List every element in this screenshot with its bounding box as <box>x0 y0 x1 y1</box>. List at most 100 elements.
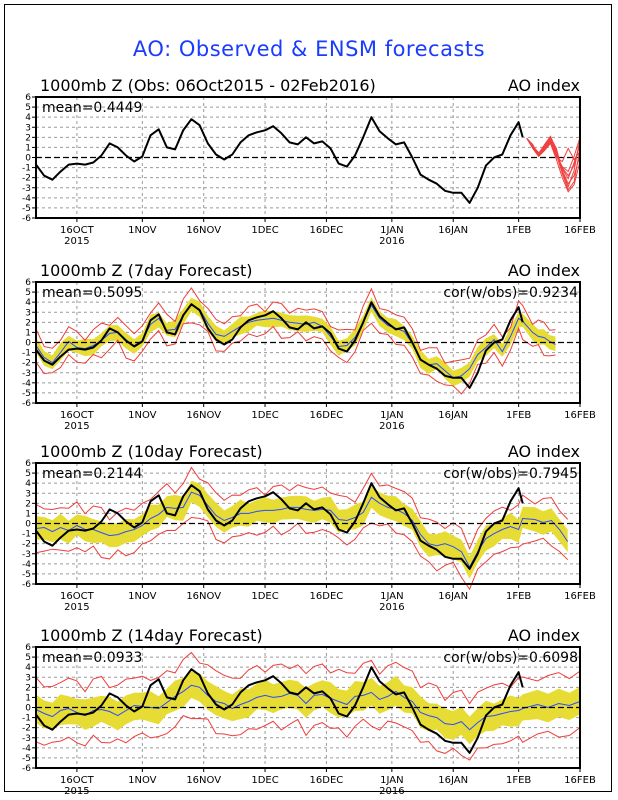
y-tick-label: 5 <box>25 469 31 479</box>
chart-panel-1: 1000mb Z (Obs: 06Oct2015 - 02Feb2016) AO … <box>22 76 596 247</box>
mean-stat: mean=0.5095 <box>42 285 142 301</box>
panel-right-title: AO index <box>508 442 580 461</box>
plot-frame <box>35 646 581 769</box>
member-forecast-line <box>526 138 581 193</box>
mean-stat: mean=0.4449 <box>42 100 142 116</box>
figure-title: AO: Observed & ENSM forecasts <box>132 37 486 61</box>
y-tick-label: 2 <box>25 318 31 328</box>
x-tick-label: 16NOV <box>186 775 221 786</box>
envelope-lower-line <box>35 516 569 591</box>
x-tick-label: 16NOV <box>186 225 221 236</box>
y-tick-label: 0 <box>25 520 31 530</box>
mean-stat: mean=0.0933 <box>42 650 142 666</box>
y-tick-label: 5 <box>25 103 31 113</box>
x-tick-label: 16FEB <box>564 591 596 602</box>
y-tick-label: 5 <box>25 288 31 298</box>
envelope-lower-line <box>35 322 556 395</box>
y-tick-label: 2 <box>25 133 31 143</box>
x-tick-label: 1JAN <box>380 591 403 602</box>
y-tick-label: -3 <box>22 550 31 560</box>
y-tick-label: 3 <box>25 308 31 318</box>
x-tick-label: 16OCT <box>60 591 95 602</box>
y-tick-label: 2 <box>25 499 31 509</box>
x-tick-label: 1NOV <box>128 410 157 421</box>
chart-panel-4: 1000mb Z (14day Forecast) AO index-6-5-4-… <box>22 626 596 797</box>
observed-line <box>35 116 524 204</box>
x-tick-year-label: 2015 <box>64 421 89 432</box>
ensemble-spread-band <box>36 297 556 387</box>
x-tick-year-label: 2015 <box>64 786 89 797</box>
y-tick-label: -4 <box>22 560 31 570</box>
y-tick-label: -3 <box>22 734 31 744</box>
y-tick-label: -3 <box>22 369 31 379</box>
x-tick-label: 16JAN <box>438 775 468 786</box>
y-tick-label: -6 <box>22 764 31 774</box>
ensemble-mean-line <box>35 684 581 731</box>
envelope-upper-line <box>35 651 581 705</box>
y-tick-label: 4 <box>25 113 31 123</box>
x-tick-year-label: 2015 <box>64 602 89 613</box>
member-forecast-line <box>526 135 581 189</box>
y-tick-label: -1 <box>22 164 31 174</box>
panel-right-title: AO index <box>508 626 580 645</box>
x-tick-label: 16NOV <box>186 591 221 602</box>
y-tick-label: 1 <box>25 328 31 338</box>
x-tick-label: 16FEB <box>564 410 596 421</box>
chart-panel-2: 1000mb Z (7day Forecast) AO index -6-5-4-3… <box>22 261 596 432</box>
x-tick-label: 1JAN <box>380 410 403 421</box>
y-tick-label: 3 <box>25 489 31 499</box>
x-tick-label: 16NOV <box>186 410 221 421</box>
x-tick-label: 1FEB <box>506 410 531 421</box>
plot-frame <box>35 281 581 404</box>
y-tick-label: -2 <box>22 174 31 184</box>
x-tick-label: 16FEB <box>564 225 596 236</box>
x-tick-label: 16OCT <box>60 225 95 236</box>
observed-line <box>35 301 524 389</box>
member-forecast-line <box>526 138 581 163</box>
x-tick-label: 16DEC <box>310 225 344 236</box>
x-tick-year-label: 2016 <box>379 421 404 432</box>
panel-right-title: AO index <box>508 76 580 95</box>
y-tick-label: 0 <box>25 339 31 349</box>
y-tick-label: 0 <box>25 154 31 164</box>
x-tick-year-label: 2015 <box>64 236 89 247</box>
y-tick-label: -6 <box>22 580 31 590</box>
y-tick-label: -6 <box>22 214 31 224</box>
y-tick-label: 4 <box>25 663 31 673</box>
x-tick-label: 16OCT <box>60 410 95 421</box>
y-tick-label: 6 <box>25 643 31 653</box>
y-tick-label: 1 <box>25 509 31 519</box>
y-tick-label: -4 <box>22 194 31 204</box>
observed-line <box>35 666 524 754</box>
x-tick-label: 16JAN <box>438 225 468 236</box>
mean-stat: mean=0.2144 <box>42 466 143 482</box>
y-tick-label: 6 <box>25 93 31 103</box>
x-tick-label: 1DEC <box>251 591 278 602</box>
x-tick-label: 1NOV <box>128 775 157 786</box>
y-tick-label: 6 <box>25 278 31 288</box>
envelope-upper-line <box>35 287 556 364</box>
y-tick-label: -3 <box>22 184 31 194</box>
y-tick-label: 5 <box>25 653 31 663</box>
x-tick-label: 16DEC <box>310 410 344 421</box>
y-tick-label: 2 <box>25 683 31 693</box>
panel-title: 1000mb Z (7day Forecast) <box>40 261 252 280</box>
figure-frame <box>4 4 612 792</box>
y-tick-label: 4 <box>25 479 31 489</box>
x-tick-label: 16OCT <box>60 775 95 786</box>
x-tick-label: 1FEB <box>506 591 531 602</box>
x-tick-label: 1JAN <box>380 225 403 236</box>
y-tick-label: -1 <box>22 530 31 540</box>
correlation-stat: cor(w/obs)=0.7945 <box>443 466 578 482</box>
y-tick-label: 1 <box>25 143 31 153</box>
y-tick-label: 6 <box>25 459 31 469</box>
y-tick-label: -5 <box>22 389 31 399</box>
x-tick-label: 1FEB <box>506 225 531 236</box>
y-tick-label: 1 <box>25 693 31 703</box>
y-tick-label: -4 <box>22 379 31 389</box>
y-tick-label: -1 <box>22 714 31 724</box>
y-tick-label: -2 <box>22 359 31 369</box>
panel-right-title: AO index <box>508 261 580 280</box>
x-tick-label: 16JAN <box>438 591 468 602</box>
y-tick-label: -5 <box>22 570 31 580</box>
